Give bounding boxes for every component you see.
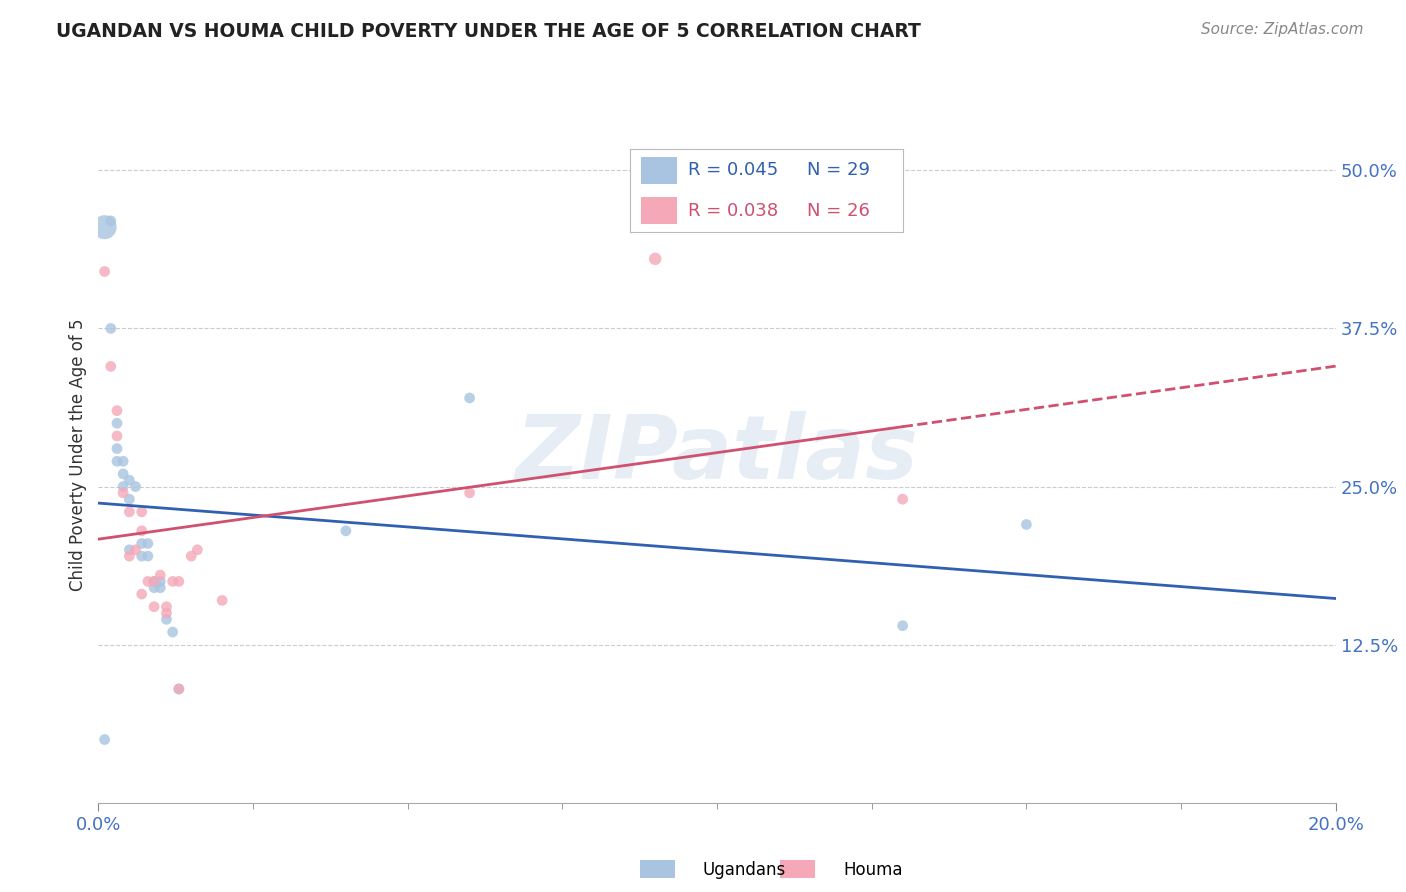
Point xyxy=(105,442,128,456)
Point xyxy=(93,732,115,747)
Point xyxy=(105,417,128,431)
Point xyxy=(149,568,172,582)
Point xyxy=(458,391,481,405)
Point xyxy=(149,574,172,589)
Text: R = 0.045: R = 0.045 xyxy=(688,161,778,179)
Point xyxy=(100,359,122,374)
Point xyxy=(1015,517,1038,532)
Point xyxy=(143,574,166,589)
Point xyxy=(105,429,128,443)
Point xyxy=(136,574,159,589)
Point xyxy=(143,574,166,589)
Y-axis label: Child Poverty Under the Age of 5: Child Poverty Under the Age of 5 xyxy=(69,318,87,591)
Text: N = 29: N = 29 xyxy=(807,161,870,179)
Point xyxy=(118,542,141,557)
Point xyxy=(149,581,172,595)
Point xyxy=(112,479,135,493)
Point xyxy=(124,479,146,493)
Point xyxy=(155,606,177,620)
Point xyxy=(131,524,153,538)
Point xyxy=(143,581,166,595)
Text: ZIPatlas: ZIPatlas xyxy=(516,411,918,499)
Point xyxy=(118,492,141,507)
Point xyxy=(100,214,122,228)
Point xyxy=(112,486,135,500)
Point xyxy=(167,681,190,696)
Point xyxy=(93,264,115,278)
Text: R = 0.038: R = 0.038 xyxy=(688,202,778,219)
Point xyxy=(136,549,159,563)
Point xyxy=(891,618,914,632)
Point xyxy=(335,524,357,538)
Point xyxy=(118,549,141,563)
Point xyxy=(155,599,177,614)
Point xyxy=(131,505,153,519)
Point xyxy=(180,549,202,563)
Point xyxy=(155,612,177,626)
Point xyxy=(644,252,666,266)
Point xyxy=(105,403,128,417)
Point xyxy=(100,321,122,335)
Point xyxy=(112,454,135,468)
Text: N = 26: N = 26 xyxy=(807,202,870,219)
Point xyxy=(112,467,135,481)
Point xyxy=(211,593,233,607)
Point xyxy=(124,542,146,557)
Point xyxy=(186,542,208,557)
Point xyxy=(118,473,141,487)
Point xyxy=(167,574,190,589)
Point xyxy=(167,681,190,696)
Point xyxy=(131,536,153,550)
Point xyxy=(162,574,184,589)
Point xyxy=(93,220,115,235)
Point xyxy=(105,454,128,468)
Point xyxy=(136,536,159,550)
Point xyxy=(458,486,481,500)
Point xyxy=(131,587,153,601)
Point xyxy=(131,549,153,563)
Point xyxy=(143,599,166,614)
Bar xyxy=(641,197,676,224)
Text: Houma: Houma xyxy=(844,861,903,879)
Point xyxy=(891,492,914,507)
Text: Source: ZipAtlas.com: Source: ZipAtlas.com xyxy=(1201,22,1364,37)
Text: UGANDAN VS HOUMA CHILD POVERTY UNDER THE AGE OF 5 CORRELATION CHART: UGANDAN VS HOUMA CHILD POVERTY UNDER THE… xyxy=(56,22,921,41)
Bar xyxy=(641,157,676,184)
Point xyxy=(162,625,184,640)
Text: Ugandans: Ugandans xyxy=(703,861,786,879)
Point xyxy=(118,505,141,519)
